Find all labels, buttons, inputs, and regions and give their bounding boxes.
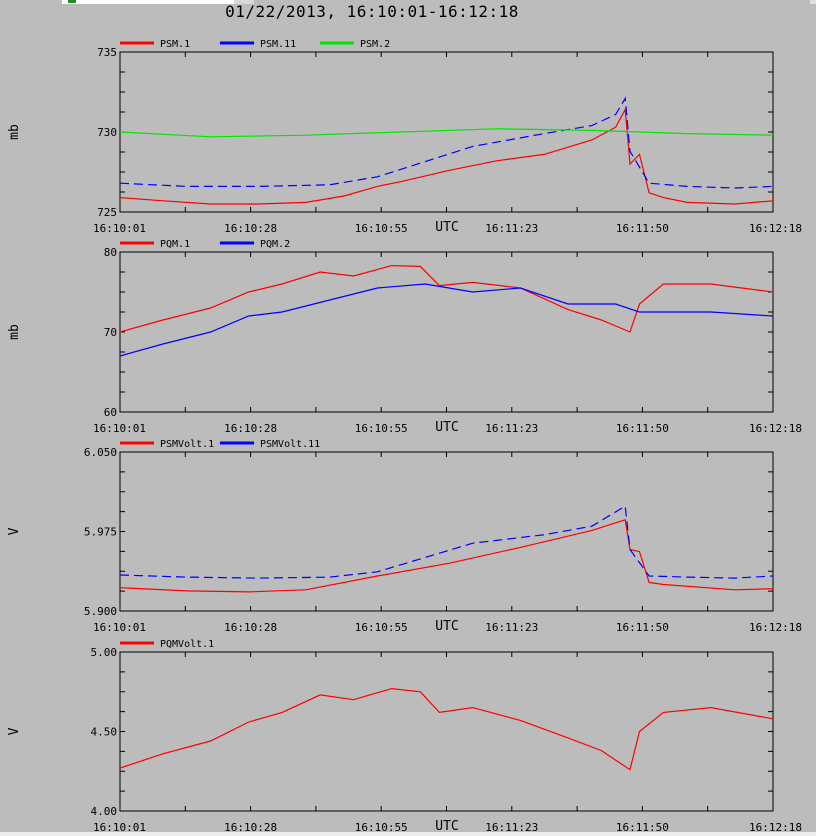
y-tick-label: 725 [97, 206, 117, 219]
x-tick-label: 16:10:28 [224, 222, 277, 235]
plot-frame [119, 651, 774, 812]
y-tick-label: 6.050 [84, 446, 117, 459]
plot-frame [119, 451, 774, 612]
y-tick-label: 4.00 [91, 805, 118, 818]
y-tick-label: 5.00 [91, 646, 118, 659]
chart-panel-4: 4.00 4.50 5.00 16:10:01 16:10:28 16:10:55 16:1… [7, 639, 802, 834]
x-axis-label: UTC [435, 420, 458, 435]
legend-label: PSM.11 [260, 39, 296, 50]
legend-label: PSMVolt.11 [260, 439, 320, 450]
plot-frame [119, 51, 774, 213]
y-tick-label: 735 [97, 46, 117, 59]
x-tick-label: 16:11:50 [616, 821, 669, 834]
series-line [119, 264, 774, 333]
legend-label: PQMVolt.1 [160, 639, 214, 650]
x-tick-label: 16:10:01 [93, 821, 146, 834]
x-tick-label: 16:10:55 [355, 621, 408, 634]
y-tick-label: 80 [104, 246, 117, 259]
series-line [119, 107, 774, 205]
x-tick-label: 16:11:50 [616, 621, 669, 634]
series-line [119, 128, 774, 138]
legend-label: PSM.1 [160, 39, 190, 50]
y-tick-label: 5.975 [84, 526, 117, 539]
x-tick-label: 16:11:23 [485, 222, 538, 235]
legend-label: PQM.1 [160, 239, 190, 250]
y-tick-label: 730 [97, 126, 117, 139]
plot-frame [119, 251, 774, 413]
x-tick-label: 16:11:23 [485, 621, 538, 634]
series-line [119, 687, 774, 771]
chart-panel-3: 5.900 5.975 6.050 16:10:01 16:10:28 16:10:55 1… [7, 439, 802, 634]
x-tick-label: 16:10:55 [355, 821, 408, 834]
legend-label: PSMVolt.1 [160, 439, 214, 450]
window-bottom-strip [0, 832, 816, 836]
window-top-strip [0, 0, 816, 5]
x-tick-label: 16:10:01 [93, 222, 146, 235]
x-tick-label: 16:10:28 [224, 422, 277, 435]
chart-panel-1: 725 730 735 16:10:01 16:10:28 16:10:55 16:11:2… [7, 39, 802, 235]
x-tick-label: 16:12:18 [749, 621, 802, 634]
series-line [119, 519, 774, 593]
x-tick-label: 16:10:01 [93, 621, 146, 634]
y-tick-label: 70 [104, 326, 117, 339]
x-axis-label: UTC [435, 819, 458, 834]
x-tick-label: 16:11:23 [485, 422, 538, 435]
chart-panel-2: 60 70 80 16:10:01 16:10:28 16:10:55 16:11:23 16… [7, 239, 802, 435]
x-tick-label: 16:12:18 [749, 422, 802, 435]
x-tick-label: 16:10:01 [93, 422, 146, 435]
page-title: 01/22/2013, 16:10:01-16:12:18 [225, 2, 519, 21]
browser-tab-adjacent[interactable] [234, 0, 254, 4]
x-tick-label: 16:11:50 [616, 222, 669, 235]
y-axis-label: V [7, 527, 22, 535]
x-tick-label: 16:10:55 [355, 422, 408, 435]
x-tick-label: 16:12:18 [749, 222, 802, 235]
y-axis-label: V [7, 727, 22, 735]
y-tick-label: 4.50 [91, 726, 118, 739]
window-edge [810, 0, 816, 4]
tab-favicon-icon [68, 0, 76, 3]
x-tick-label: 16:10:28 [224, 621, 277, 634]
y-axis-label: mb [7, 124, 22, 140]
legend-label: PSM.2 [360, 39, 390, 50]
x-tick-label: 16:12:18 [749, 821, 802, 834]
y-tick-label: 5.900 [84, 605, 117, 618]
x-tick-label: 16:11:23 [485, 821, 538, 834]
x-tick-label: 16:10:55 [355, 222, 408, 235]
series-line [119, 283, 774, 357]
x-axis-label: UTC [435, 619, 458, 634]
y-axis-label: mb [7, 324, 22, 340]
series-line [119, 505, 774, 579]
legend-label: PQM.2 [260, 239, 290, 250]
x-axis-label: UTC [435, 220, 458, 235]
x-tick-label: 16:11:50 [616, 422, 669, 435]
x-tick-label: 16:10:28 [224, 821, 277, 834]
y-tick-label: 60 [104, 406, 117, 419]
series-line [119, 96, 774, 189]
